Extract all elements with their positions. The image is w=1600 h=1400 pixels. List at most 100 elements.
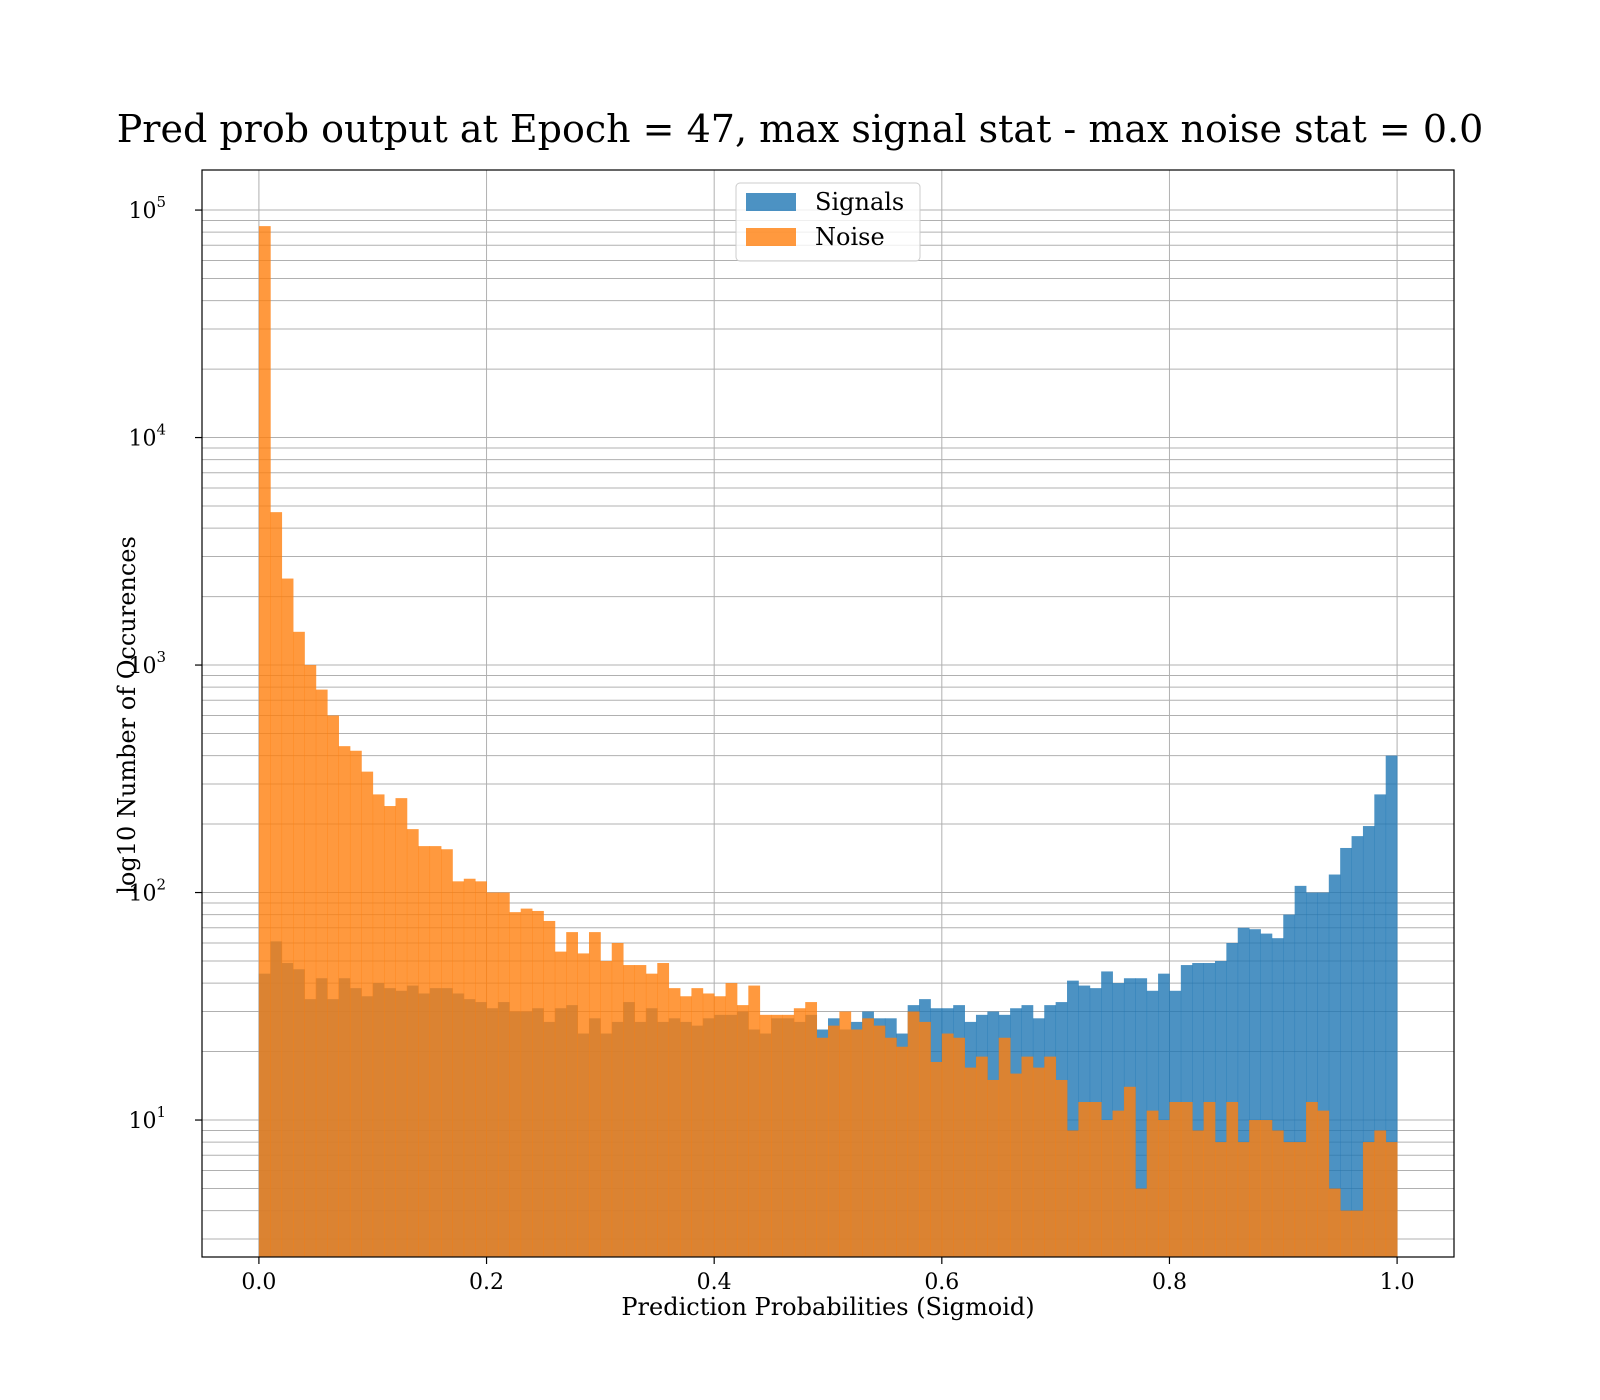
noise-bar <box>1385 1142 1398 1257</box>
signals-bar <box>1328 874 1341 1257</box>
noise-bar <box>702 993 715 1257</box>
noise-bar <box>1055 1079 1068 1257</box>
noise-bar <box>1146 1110 1159 1257</box>
signals-bar <box>1067 980 1079 1257</box>
signals-bar <box>1294 885 1307 1257</box>
noise-bar <box>1306 1102 1318 1257</box>
noise-bar <box>543 920 556 1257</box>
x-tick-label: 0.8 <box>1152 1270 1187 1295</box>
x-tick-label: 0.2 <box>469 1270 504 1295</box>
noise-bar <box>520 908 533 1257</box>
noise-bar <box>782 1014 795 1257</box>
noise-bar <box>1032 1067 1045 1257</box>
y-tick-label: 102 <box>128 876 166 907</box>
noise-bar <box>714 996 726 1257</box>
noise-bar <box>736 1005 749 1257</box>
noise-bar <box>941 1033 954 1257</box>
legend-label-signals: Signals <box>815 188 904 216</box>
noise-bar <box>828 1025 840 1257</box>
signals-bar <box>1158 973 1170 1257</box>
plot-frame <box>201 169 1455 1258</box>
noise-bar <box>850 1029 863 1257</box>
noise-bar <box>338 746 351 1257</box>
noise-bar <box>418 846 431 1257</box>
noise-bar <box>839 1011 852 1257</box>
signals-bar <box>1192 963 1204 1257</box>
noise-bar <box>1340 1210 1352 1257</box>
noise-bar <box>1112 1110 1125 1257</box>
noise-bar <box>293 631 305 1257</box>
noise-bar <box>1078 1102 1091 1257</box>
signals-bar <box>1283 914 1296 1257</box>
noise-bar <box>1192 1130 1204 1257</box>
noise-bar <box>532 910 544 1257</box>
noise-bar <box>509 912 522 1257</box>
noise-bar <box>964 1067 977 1257</box>
noise-bar <box>315 689 328 1257</box>
signals-bar <box>1271 938 1284 1257</box>
noise-bar <box>349 750 362 1257</box>
noise-bar <box>1237 1142 1250 1257</box>
noise-bar <box>680 996 692 1257</box>
x-tick-label: 0.0 <box>241 1270 276 1295</box>
noise-bar <box>1294 1142 1307 1257</box>
noise-bar <box>1158 1120 1170 1257</box>
noise-bar <box>395 798 408 1257</box>
noise-bar <box>748 985 761 1257</box>
x-tick-label: 0.6 <box>924 1270 959 1295</box>
noise-bar <box>1317 1110 1330 1257</box>
noise-bar <box>1101 1120 1113 1257</box>
signals-bar <box>1249 929 1261 1257</box>
noise-bar <box>361 771 374 1257</box>
noise-bar <box>577 953 590 1257</box>
y-tick-label: 104 <box>128 421 166 452</box>
legend-swatch-noise <box>746 228 796 246</box>
noise-bar <box>497 892 510 1257</box>
noise-bar <box>270 512 283 1257</box>
signals-bar <box>1374 794 1387 1257</box>
noise-bar <box>862 1018 874 1257</box>
noise-bar <box>907 1011 920 1257</box>
signals-bar <box>1340 847 1352 1257</box>
noise-bar <box>588 932 601 1257</box>
noise-bar <box>1271 1130 1284 1257</box>
noise-bar <box>452 881 465 1257</box>
noise-bar <box>554 951 567 1257</box>
x-axis-ticks: 0.0 0.2 0.4 0.6 0.8 1.0 <box>241 1257 1415 1295</box>
noise-bar <box>486 892 499 1257</box>
signals-bar <box>1317 892 1330 1257</box>
noise-bar <box>463 878 476 1257</box>
noise-bar <box>884 1037 897 1257</box>
x-tick-label: 1.0 <box>1380 1270 1415 1295</box>
noise-bar <box>953 1037 965 1257</box>
noise-bar <box>600 961 613 1257</box>
noise-bar <box>1260 1120 1273 1257</box>
x-axis-label: Prediction Probabilities (Sigmoid) <box>621 1293 1034 1321</box>
noise-bar <box>1214 1142 1227 1257</box>
noise-bar <box>1328 1188 1341 1257</box>
signals-bar <box>1101 971 1113 1257</box>
y-axis-ticks: 101 102 103 104 105 <box>128 193 202 1134</box>
noise-bar <box>816 1037 829 1257</box>
signals-bar <box>1260 933 1273 1257</box>
noise-bar <box>725 983 738 1257</box>
noise-bar <box>1089 1102 1102 1257</box>
y-tick-label: 103 <box>128 648 166 679</box>
noise-series <box>258 226 1398 1257</box>
noise-bar <box>304 665 317 1257</box>
noise-bar <box>998 1037 1011 1257</box>
noise-bar <box>793 1008 806 1257</box>
noise-bar <box>873 1025 886 1257</box>
signals-bar <box>1385 755 1398 1257</box>
noise-bar <box>1067 1130 1079 1257</box>
noise-bar <box>281 578 294 1257</box>
noise-bar <box>327 715 339 1257</box>
noise-bar <box>1283 1142 1296 1257</box>
noise-bar <box>645 973 658 1257</box>
noise-bar <box>258 226 271 1257</box>
legend: Signals Noise <box>735 182 921 262</box>
chart-title: Pred prob output at Epoch = 47, max sign… <box>117 107 1484 151</box>
noise-bar <box>566 932 578 1257</box>
noise-bar <box>372 794 385 1257</box>
